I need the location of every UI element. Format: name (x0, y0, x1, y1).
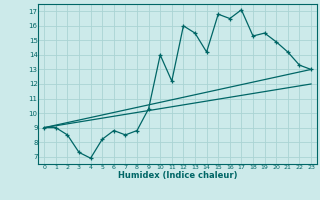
X-axis label: Humidex (Indice chaleur): Humidex (Indice chaleur) (118, 171, 237, 180)
